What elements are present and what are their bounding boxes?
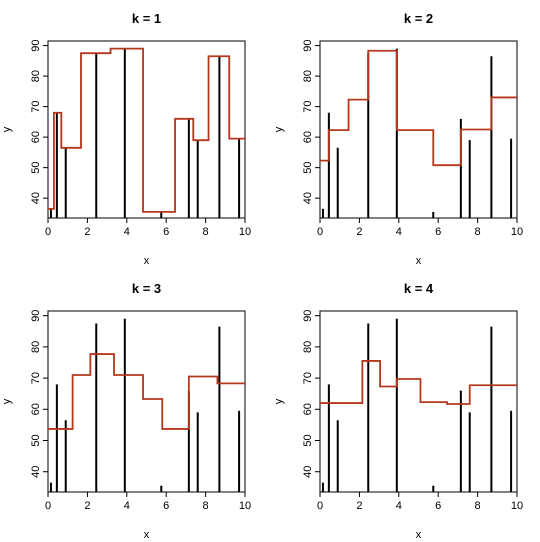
y-tick-label: 40 <box>30 192 42 204</box>
y-tick-label: 80 <box>302 70 314 82</box>
y-tick-label: 40 <box>302 466 314 478</box>
x-tick-label: 10 <box>511 500 523 512</box>
x-tick-label: 4 <box>124 500 130 512</box>
panel-title: k = 1 <box>132 11 161 26</box>
y-tick-label: 60 <box>302 131 314 143</box>
y-tick-label: 80 <box>30 70 42 82</box>
x-tick-label: 0 <box>317 226 323 238</box>
y-tick-label: 70 <box>302 100 314 112</box>
panel-title: k = 2 <box>404 11 433 26</box>
x-tick-label: 4 <box>396 500 402 512</box>
y-tick-label: 80 <box>30 341 42 353</box>
y-tick-label: 70 <box>30 372 42 384</box>
plot-frame <box>319 40 518 219</box>
x-tick-label: 0 <box>317 500 323 512</box>
x-tick-label: 10 <box>511 226 523 238</box>
x-tick-label: 10 <box>239 226 251 238</box>
y-tick-label: 70 <box>302 372 314 384</box>
y-tick-label: 90 <box>302 39 314 51</box>
y-tick-label: 50 <box>302 434 314 446</box>
plot-frame <box>319 310 518 493</box>
x-tick-label: 8 <box>203 226 209 238</box>
y-tick-label: 40 <box>302 192 314 204</box>
x-tick-label: 2 <box>356 500 362 512</box>
x-tick-label: 10 <box>239 500 251 512</box>
x-tick-label: 6 <box>163 226 169 238</box>
x-tick-label: 4 <box>396 226 402 238</box>
x-tick-label: 4 <box>124 226 130 238</box>
y-tick-label: 80 <box>302 341 314 353</box>
step-fit-line <box>320 49 517 167</box>
y-axis-label: y <box>273 126 285 132</box>
x-axis-label: x <box>144 255 150 267</box>
y-tick-label: 60 <box>302 403 314 415</box>
step-fit-line <box>48 47 245 213</box>
y-tick-label: 50 <box>30 162 42 174</box>
x-axis-label: x <box>416 529 422 541</box>
panel-title: k = 3 <box>132 281 161 296</box>
step-fit-line <box>320 360 517 405</box>
y-tick-label: 50 <box>30 434 42 446</box>
x-tick-label: 2 <box>84 226 90 238</box>
x-tick-label: 0 <box>45 500 51 512</box>
y-tick-label: 60 <box>30 131 42 143</box>
y-axis-label: y <box>1 398 13 404</box>
panel-4: k = 4 0 2 4 6 8 10 40 50 60 70 80 90 x y <box>273 281 523 541</box>
plot-frame <box>47 310 246 493</box>
x-tick-label: 8 <box>475 500 481 512</box>
y-tick-label: 60 <box>30 403 42 415</box>
x-axis-label: x <box>416 255 422 267</box>
step-fit-line <box>48 353 245 430</box>
x-tick-label: 8 <box>475 226 481 238</box>
x-tick-label: 2 <box>356 226 362 238</box>
x-tick-label: 0 <box>45 226 51 238</box>
x-tick-label: 8 <box>203 500 209 512</box>
panel-1: k = 1 0 2 4 6 8 10 40 50 60 70 80 90 x y <box>1 11 251 267</box>
y-tick-label: 40 <box>30 466 42 478</box>
y-axis-label: y <box>273 398 285 404</box>
y-tick-label: 90 <box>30 39 42 51</box>
y-tick-label: 70 <box>30 100 42 112</box>
panel-2: k = 2 0 2 4 6 8 10 40 50 60 70 80 90 x y <box>273 11 523 267</box>
panel-title: k = 4 <box>404 281 434 296</box>
x-tick-label: 6 <box>435 226 441 238</box>
x-tick-label: 6 <box>435 500 441 512</box>
x-axis-label: x <box>144 529 150 541</box>
x-tick-label: 2 <box>84 500 90 512</box>
y-tick-label: 90 <box>302 310 314 322</box>
y-tick-label: 50 <box>302 162 314 174</box>
panel-3: k = 3 0 2 4 6 8 10 40 50 60 70 80 90 x y <box>1 281 251 541</box>
y-axis-label: y <box>1 126 13 132</box>
y-tick-label: 90 <box>30 310 42 322</box>
x-tick-label: 6 <box>163 500 169 512</box>
plot-frame <box>47 40 246 219</box>
